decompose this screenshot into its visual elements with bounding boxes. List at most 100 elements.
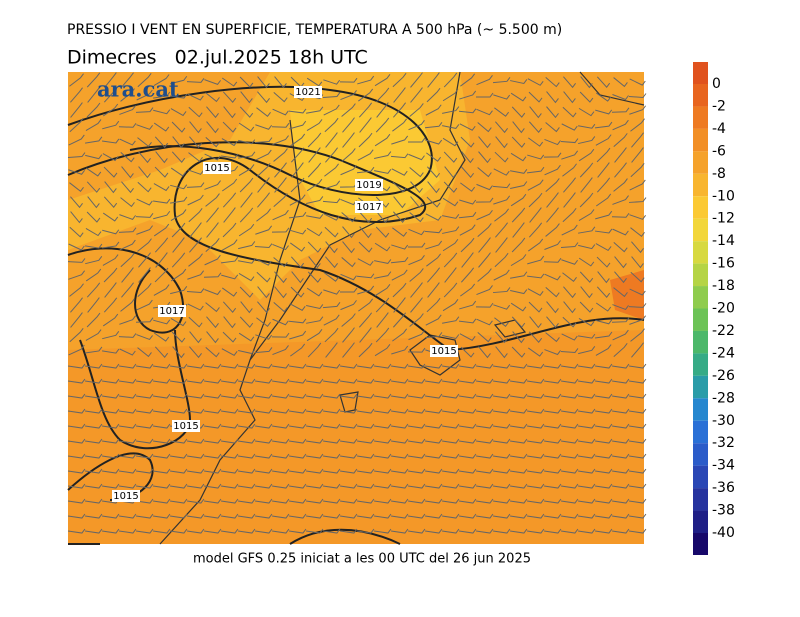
wind-barb [323,438,341,444]
wind-barb [323,363,341,369]
wind-barb [256,208,271,222]
wind-barb [390,153,409,159]
wind-barb [289,408,307,414]
wind-barb [103,166,118,178]
wind-barb [85,393,103,399]
wind-barb [171,151,186,163]
isobar-label: 1015 [113,491,138,502]
wind-barb [579,192,594,208]
wind-barb [408,119,425,131]
wind-barb [119,363,137,369]
wind-barb [391,423,409,429]
wind-barb [563,192,576,208]
wind-barb [629,528,647,534]
wind-barb [289,423,307,429]
wind-barb [255,408,273,414]
wind-barb [629,408,647,414]
wind-barb [238,378,256,384]
wind-barb [238,151,256,159]
wind-barb [187,393,205,399]
wind-barb [136,528,154,534]
colorbar-label: -22 [712,323,735,339]
wind-barb [511,136,526,148]
wind-barb [153,91,171,99]
wind-barb [493,498,511,504]
wind-barb [170,393,188,399]
wind-barb [255,438,273,444]
wind-barb [425,513,443,519]
wind-barb [357,498,375,504]
wind-barb [357,285,375,295]
wind-barb [324,272,339,282]
wind-barb [154,237,169,253]
wind-barb [69,283,84,297]
wind-barb [153,528,171,534]
wind-barb [205,238,220,253]
wind-barb [323,453,341,459]
wind-barb [393,87,406,103]
wind-barb [154,267,169,283]
wind-barb [358,88,374,102]
wind-barb [544,513,562,519]
colorbar-segment [693,330,708,354]
wind-barb [408,330,425,341]
colorbar-segment [693,375,708,399]
wind-barb [442,363,460,369]
wind-barb [119,378,137,384]
wind-barb [306,287,323,297]
wind-barb [614,271,627,284]
wind-barb [238,393,256,399]
wind-barb [392,328,408,342]
colorbar-segment [693,84,708,107]
wind-barb [288,211,307,219]
wind-barb [153,74,170,86]
wind-barb [340,363,358,369]
wind-barb [290,343,306,357]
wind-barb [307,271,322,283]
isobar-label: 1015 [204,163,229,174]
wind-barb [238,453,256,459]
wind-barb [257,192,270,208]
wind-barb [459,468,477,474]
wind-barb [306,213,324,219]
wind-barb [629,453,647,459]
wind-barb [222,301,237,314]
wind-barb [612,453,630,459]
wind-barb [426,297,441,313]
wind-barb [137,72,152,88]
wind-barb [443,72,458,88]
wind-barb [611,107,630,113]
wind-barb [67,258,86,263]
wind-barb [579,162,594,178]
wind-barb [544,164,561,176]
wind-barb [562,316,577,328]
wind-barb [135,107,154,113]
wind-barb [560,348,579,353]
wind-barb [544,483,562,489]
wind-barb [238,349,256,355]
wind-barb [170,363,188,369]
wind-barb [613,287,628,298]
wind-barb [272,209,289,221]
wind-barb [288,108,307,114]
wind-barb [612,363,630,369]
wind-barb [391,378,409,384]
wind-barb [119,105,136,115]
wind-barb [442,468,460,474]
wind-barb [322,92,341,99]
wind-barb [102,254,119,266]
hot-spot [610,270,644,320]
wind-barb [527,378,545,384]
wind-barb [459,199,477,205]
wind-barb [578,378,596,384]
wind-barb [580,177,593,193]
wind-barb [222,331,237,343]
wind-barb [613,77,628,88]
wind-barb [424,332,443,339]
wind-barb [357,258,374,266]
wind-barb [69,117,84,133]
wind-barb [340,90,357,101]
wind-barb [493,528,511,534]
wind-barb [510,79,528,85]
wind-barb [204,468,222,474]
